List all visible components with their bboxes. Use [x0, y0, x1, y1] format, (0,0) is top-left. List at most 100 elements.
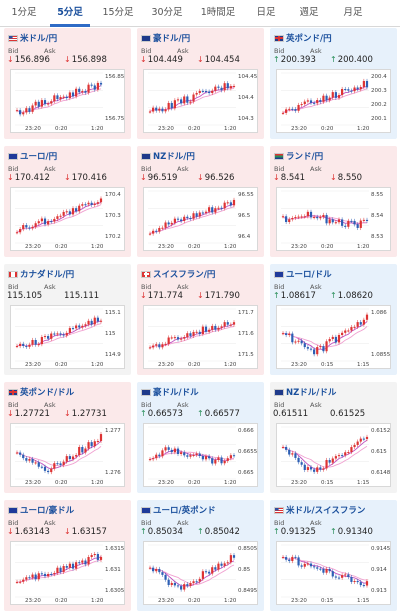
rate-card[interactable]: スイスフラン/円 Bid Ask ↓171.774 ↓171.790 171.7… — [137, 264, 264, 375]
rate-card[interactable]: NZドル/ドル Bid Ask 0.61511 0.61525 0.6152 0.… — [270, 382, 397, 493]
card-header[interactable]: スイスフラン/円 — [141, 268, 215, 280]
bid-label: Bid — [141, 47, 152, 55]
rate-card[interactable]: 豪ドル/ドル Bid Ask ↑0.66573 ↑0.66577 0.666 0.… — [137, 382, 264, 493]
card-header[interactable]: ユーロ/ドル — [274, 268, 332, 280]
card-header[interactable]: ランド/円 — [274, 150, 323, 162]
mini-chart[interactable]: 8.55 8.54 8.53 23:20 0:20 1:20 — [276, 187, 391, 251]
candle — [365, 581, 369, 586]
y-tick-label: 1.6305 — [105, 588, 125, 594]
candle — [322, 95, 325, 102]
candle — [201, 212, 204, 214]
x-tick-label: 23:20 — [158, 598, 174, 604]
mini-chart[interactable]: 1.086 1.0855 23:20 0:15 1:15 — [276, 305, 391, 369]
mini-chart[interactable]: 115.1 115 114.9 23:20 0:20 1:20 — [10, 305, 125, 369]
candle — [359, 322, 362, 325]
mini-chart[interactable]: 0.8505 0.85 0.8495 23:20 0:20 1:20 — [143, 541, 258, 605]
tab-5[interactable]: 日足 — [256, 7, 276, 18]
rate-card[interactable]: ユーロ/円 Bid Ask ↓170.412 ↓170.416 170.4 170… — [4, 146, 131, 257]
mini-chart[interactable]: 0.666 0.6655 0.665 23:20 0:20 1:20 — [143, 423, 258, 487]
card-header[interactable]: NZドル/円 — [141, 150, 195, 162]
card-header[interactable]: ユーロ/英ポンド — [141, 504, 216, 516]
y-tick-label: 1.276 — [105, 470, 121, 476]
rate-card[interactable]: 英ポンド/ドル Bid Ask ↓1.27721 ↓1.27731 1.277 1… — [4, 382, 131, 493]
card-header[interactable]: 英ポンド/ドル — [8, 386, 74, 398]
rate-card[interactable]: ユーロ/ドル Bid Ask ↑1.08617 ↑1.08620 1.086 1.… — [270, 264, 397, 375]
card-header[interactable]: 豪ドル/円 — [141, 32, 190, 44]
candle — [96, 317, 99, 322]
rate-card[interactable]: ユーロ/豪ドル Bid Ask ↓1.63143 ↓1.63157 1.6315… — [4, 500, 131, 611]
candlestick-chart — [281, 72, 369, 126]
mini-chart[interactable]: 0.9145 0.914 0.913 23:20 0:15 1:15 — [276, 541, 391, 605]
candle — [152, 345, 155, 348]
candle — [226, 322, 229, 325]
card-header[interactable]: 米ドル/円 — [8, 32, 57, 44]
candle — [148, 111, 152, 113]
slow-moving-average-line — [149, 564, 235, 585]
candlestick-chart — [148, 308, 236, 362]
mini-chart[interactable]: 0.6152 0.615 0.6148 23:20 0:15 1:15 — [276, 423, 391, 487]
mini-chart[interactable]: 104.45 104.4 104.3 23:20 0:20 1:20 — [143, 69, 258, 133]
candle — [71, 328, 75, 330]
mini-chart[interactable]: 156.85 156.75 23:20 0:20 1:20 — [10, 69, 125, 133]
mini-chart[interactable]: 170.4 170.3 170.2 23:20 0:20 1:20 — [10, 187, 125, 251]
tab-3[interactable]: 30分足 — [151, 7, 183, 18]
card-header[interactable]: カナダドル/円 — [8, 268, 74, 280]
candle — [353, 87, 356, 92]
tab-2[interactable]: 15分足 — [102, 7, 134, 18]
candle — [297, 457, 300, 463]
candle — [161, 108, 164, 112]
rate-card[interactable]: 米ドル/円 Bid Ask ↓156.896 ↓156.898 156.85 15… — [4, 28, 131, 139]
tab-0[interactable]: 1分足 — [11, 7, 37, 18]
mini-chart[interactable]: 171.7 171.6 171.5 23:20 0:20 1:20 — [143, 305, 258, 369]
y-tick-label: 0.9145 — [371, 546, 391, 552]
candle — [322, 568, 325, 573]
mini-chart[interactable]: 1.6315 1.631 1.6305 23:20 0:20 1:20 — [10, 541, 125, 605]
mini-chart[interactable]: 200.4 200.3 200.2 200.1 23:20 0:20 1:20 — [276, 69, 391, 133]
candle — [344, 452, 347, 456]
bid-value: ↓156.896 — [7, 55, 50, 65]
candle — [220, 87, 223, 91]
candle — [198, 331, 201, 335]
card-header[interactable]: ユーロ/円 — [8, 150, 57, 162]
candle — [28, 344, 31, 347]
candle — [183, 452, 186, 456]
candle — [306, 467, 309, 470]
candle — [99, 320, 103, 322]
candle — [148, 233, 152, 235]
candle — [164, 109, 167, 112]
flag-icon — [141, 270, 151, 278]
slow-moving-average-line — [282, 445, 368, 468]
rate-card[interactable]: カナダドル/円 Bid Ask 115.105 115.111 115.1 115… — [4, 264, 131, 375]
ask-number: 1.63157 — [71, 527, 107, 537]
mini-chart[interactable]: 1.277 1.276 23:20 0:20 1:20 — [10, 423, 125, 487]
tab-4[interactable]: 1時間足 — [200, 7, 236, 18]
x-tick-label: 23:20 — [158, 362, 174, 368]
rate-card[interactable]: 豪ドル/円 Bid Ask ↓104.449 ↓104.454 104.45 10… — [137, 28, 264, 139]
candlestick-chart — [15, 426, 103, 480]
card-header[interactable]: 豪ドル/ドル — [141, 386, 199, 398]
candle — [148, 567, 152, 569]
tab-1[interactable]: 5分足 — [48, 0, 92, 27]
rate-card[interactable]: ユーロ/英ポンド Bid Ask ↑0.85034 ↑0.85042 0.850… — [137, 500, 264, 611]
card-header[interactable]: 英ポンド/円 — [274, 32, 332, 44]
rate-card[interactable]: NZドル/円 Bid Ask ↓96.519 ↓96.526 96.55 96.5… — [137, 146, 264, 257]
ask-value: ↓171.790 — [197, 291, 240, 301]
rate-card[interactable]: ランド/円 Bid Ask ↓8.541 ↓8.550 8.55 8.54 8.53… — [270, 146, 397, 257]
candle — [285, 557, 288, 560]
candle — [93, 317, 96, 325]
tab-7[interactable]: 月足 — [343, 7, 363, 18]
rate-card[interactable]: 英ポンド/円 Bid Ask ↑200.393 ↑200.400 200.4 20… — [270, 28, 397, 139]
candle — [347, 330, 350, 332]
x-tick-label: 1:15 — [357, 598, 370, 604]
candle — [281, 112, 285, 114]
rate-card[interactable]: 米ドル/スイスフラン Bid Ask ↑0.91325 ↑0.91340 0.9… — [270, 500, 397, 611]
card-header[interactable]: ユーロ/豪ドル — [8, 504, 74, 516]
candle — [217, 327, 220, 330]
candle — [344, 225, 347, 227]
card-header[interactable]: 米ドル/スイスフラン — [274, 504, 365, 516]
card-header[interactable]: NZドル/ドル — [274, 386, 336, 398]
candle — [334, 222, 337, 224]
mini-chart[interactable]: 96.55 96.5 96.4 23:20 0:20 1:20 — [143, 187, 258, 251]
candle — [81, 560, 84, 563]
tab-6[interactable]: 週足 — [299, 7, 319, 18]
